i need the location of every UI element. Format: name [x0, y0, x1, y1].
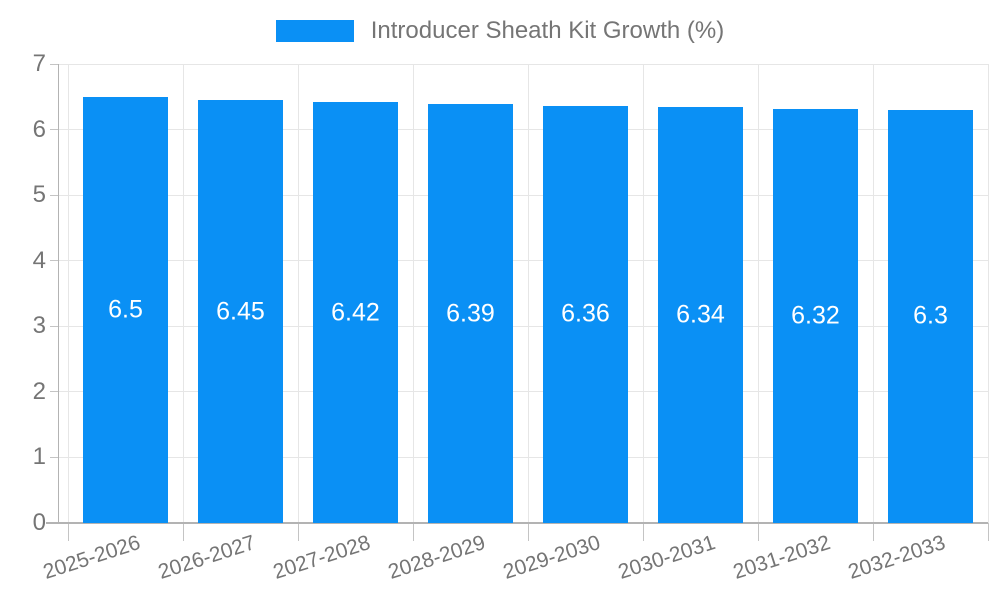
y-axis-label: 0: [32, 509, 46, 536]
gridline-v: [67, 64, 69, 523]
y-tick: [50, 325, 58, 327]
x-tick: [297, 523, 299, 541]
bar-value-label: 6.3: [913, 301, 948, 330]
y-axis-label: 5: [32, 181, 46, 209]
gridline-h: [58, 194, 988, 196]
y-tick: [50, 194, 58, 196]
gridline-v: [642, 64, 644, 523]
gridline-v: [872, 64, 874, 523]
y-axis-label: 7: [32, 50, 46, 77]
x-tick: [642, 523, 644, 541]
x-tick: [757, 523, 759, 541]
x-tick: [182, 523, 184, 541]
plot-area: 0 1 2 3 4 5 6 7 6.5 2025-2026 6.45 2026-2027 6.42 202…: [33, 50, 989, 584]
bar-value-label: 6.34: [676, 300, 725, 329]
bar-value-label: 6.5: [108, 295, 143, 324]
y-axis-label: 2: [32, 377, 46, 405]
y-axis-label: 6: [32, 115, 46, 143]
gridline-v: [987, 64, 989, 523]
bar[interactable]: 6.36: [543, 105, 628, 523]
bar-value-label: 6.32: [791, 301, 840, 330]
x-tick: [527, 523, 529, 541]
legend-label: Introducer Sheath Kit Growth (%): [370, 17, 725, 44]
x-tick: [872, 523, 874, 541]
bar[interactable]: 6.39: [428, 104, 513, 523]
bar-value-label: 6.36: [561, 299, 610, 328]
x-tick: [412, 523, 414, 541]
x-tick: [67, 523, 69, 541]
y-tick: [50, 63, 58, 65]
bar-value-label: 6.42: [331, 298, 380, 327]
gridline-h: [58, 325, 988, 327]
gridline-h: [58, 391, 988, 393]
y-tick: [50, 129, 58, 131]
gridline-h: [58, 456, 988, 458]
bar-value-label: 6.45: [216, 297, 265, 326]
legend-swatch[interactable]: [275, 20, 354, 42]
bar[interactable]: 6.3: [888, 109, 973, 523]
gridline-v: [527, 64, 529, 523]
bar[interactable]: 6.5: [83, 96, 168, 523]
y-axis-line: [58, 64, 59, 523]
gridline-v: [182, 64, 184, 523]
x-tick: [987, 523, 989, 541]
bar[interactable]: 6.42: [313, 102, 398, 523]
y-tick: [50, 456, 58, 458]
gridline-v: [757, 64, 759, 523]
gridline-v: [297, 64, 299, 523]
y-axis-label: 4: [32, 246, 46, 274]
bar[interactable]: 6.34: [658, 107, 743, 523]
bar-value-label: 6.39: [446, 299, 495, 327]
y-tick: [50, 391, 58, 393]
y-tick: [50, 260, 58, 262]
legend[interactable]: Introducer Sheath Kit Growth (%): [0, 17, 1000, 45]
bar[interactable]: 6.32: [773, 108, 858, 523]
gridline-v: [412, 64, 414, 523]
bar[interactable]: 6.45: [198, 100, 283, 523]
gridline-h: [58, 129, 988, 131]
x-axis-line: [46, 522, 988, 524]
gridline-h: [58, 260, 988, 262]
gridline-h: [58, 63, 988, 65]
y-axis-label: 1: [32, 443, 46, 471]
y-axis-label: 3: [32, 312, 46, 340]
